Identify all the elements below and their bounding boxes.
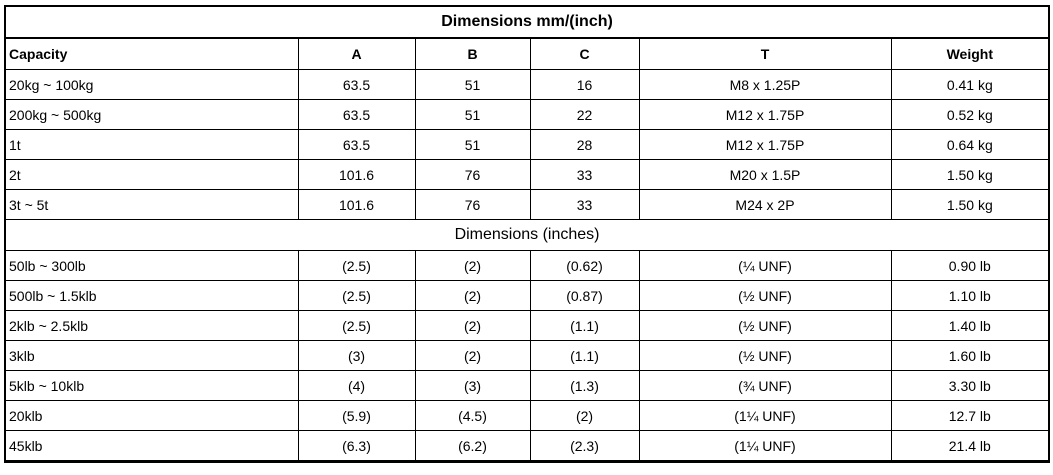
thread-cell: M8 x 1.25P: [638, 69, 892, 100]
column-header-c: C: [529, 37, 640, 70]
thread-cell: (¾ UNF): [638, 370, 892, 401]
table-row-inch-4: 3klb (3) (2) (1.1) (½ UNF) 1.60 lb: [4, 340, 1050, 371]
dim-b-cell: 51: [414, 99, 531, 130]
thread-cell: M24 x 2P: [638, 189, 892, 220]
dim-c-cell: 22: [529, 99, 640, 130]
table-title-inches: Dimensions (inches): [4, 219, 1050, 251]
dim-a-cell: (2.5): [297, 310, 416, 341]
dim-b-cell: (2): [414, 310, 531, 341]
dim-c-cell: (1.1): [529, 310, 640, 341]
capacity-cell: 3klb: [4, 340, 299, 371]
dim-c-cell: (2.3): [529, 430, 640, 462]
dim-b-cell: (3): [414, 370, 531, 401]
weight-cell: 0.41 kg: [890, 69, 1050, 100]
dim-a-cell: (2.5): [297, 280, 416, 311]
dim-a-cell: 63.5: [297, 129, 416, 160]
thread-cell: M20 x 1.5P: [638, 159, 892, 190]
table-row-inch-3: 2klb ~ 2.5klb (2.5) (2) (1.1) (½ UNF) 1.…: [4, 310, 1050, 341]
dim-a-cell: (4): [297, 370, 416, 401]
dim-c-cell: 16: [529, 69, 640, 100]
column-header-capacity: Capacity: [4, 37, 299, 70]
dim-c-cell: 33: [529, 159, 640, 190]
dimensions-table: Dimensions mm/(inch) Capacity A B C T We…: [4, 5, 1051, 463]
table-row-metric-2: 200kg ~ 500kg 63.5 51 22 M12 x 1.75P 0.5…: [4, 99, 1050, 130]
capacity-cell: 2t: [4, 159, 299, 190]
dim-c-cell: 28: [529, 129, 640, 160]
table-row-inch-5: 5klb ~ 10klb (4) (3) (1.3) (¾ UNF) 3.30 …: [4, 370, 1050, 401]
column-header-a: A: [297, 37, 416, 70]
weight-cell: 1.50 kg: [890, 159, 1050, 190]
thread-cell: (½ UNF): [638, 310, 892, 341]
capacity-cell: 3t ~ 5t: [4, 189, 299, 220]
table-header-row: Capacity A B C T Weight: [4, 37, 1050, 70]
column-header-weight: Weight: [890, 37, 1050, 70]
thread-cell: M12 x 1.75P: [638, 129, 892, 160]
dim-a-cell: 101.6: [297, 159, 416, 190]
capacity-cell: 45klb: [4, 430, 299, 462]
dim-b-cell: 76: [414, 159, 531, 190]
dim-c-cell: (0.62): [529, 250, 640, 281]
table-row-inch-1: 50lb ~ 300lb (2.5) (2) (0.62) (¼ UNF) 0.…: [4, 250, 1050, 281]
capacity-cell: 20kg ~ 100kg: [4, 69, 299, 100]
dim-b-cell: (2): [414, 250, 531, 281]
dim-b-cell: (4.5): [414, 400, 531, 431]
table-row-metric-4: 2t 101.6 76 33 M20 x 1.5P 1.50 kg: [4, 159, 1050, 190]
weight-cell: 1.50 kg: [890, 189, 1050, 220]
dim-c-cell: (2): [529, 400, 640, 431]
weight-cell: 3.30 lb: [890, 370, 1050, 401]
weight-cell: 0.52 kg: [890, 99, 1050, 130]
table-row-metric-5: 3t ~ 5t 101.6 76 33 M24 x 2P 1.50 kg: [4, 189, 1050, 220]
weight-cell: 0.90 lb: [890, 250, 1050, 281]
dim-a-cell: (6.3): [297, 430, 416, 462]
dim-b-cell: 51: [414, 69, 531, 100]
dim-a-cell: (2.5): [297, 250, 416, 281]
dim-a-cell: 101.6: [297, 189, 416, 220]
thread-cell: (1¼ UNF): [638, 430, 892, 462]
dim-c-cell: 33: [529, 189, 640, 220]
dim-b-cell: (2): [414, 340, 531, 371]
dim-a-cell: (5.9): [297, 400, 416, 431]
capacity-cell: 200kg ~ 500kg: [4, 99, 299, 130]
table-title-row: Dimensions mm/(inch): [4, 5, 1050, 39]
capacity-cell: 2klb ~ 2.5klb: [4, 310, 299, 341]
weight-cell: 1.60 lb: [890, 340, 1050, 371]
table-row-metric-1: 20kg ~ 100kg 63.5 51 16 M8 x 1.25P 0.41 …: [4, 69, 1050, 100]
weight-cell: 12.7 lb: [890, 400, 1050, 431]
thread-cell: M12 x 1.75P: [638, 99, 892, 130]
dim-b-cell: (2): [414, 280, 531, 311]
table-row-metric-3: 1t 63.5 51 28 M12 x 1.75P 0.64 kg: [4, 129, 1050, 160]
weight-cell: 1.40 lb: [890, 310, 1050, 341]
dimensions-table-container: Dimensions mm/(inch) Capacity A B C T We…: [4, 5, 1051, 463]
thread-cell: (¼ UNF): [638, 250, 892, 281]
dim-b-cell: 51: [414, 129, 531, 160]
thread-cell: (½ UNF): [638, 280, 892, 311]
column-header-b: B: [414, 37, 531, 70]
thread-cell: (1¼ UNF): [638, 400, 892, 431]
thread-cell: (½ UNF): [638, 340, 892, 371]
dim-b-cell: (6.2): [414, 430, 531, 462]
dim-c-cell: (1.1): [529, 340, 640, 371]
weight-cell: 21.4 lb: [890, 430, 1050, 462]
dim-b-cell: 76: [414, 189, 531, 220]
weight-cell: 0.64 kg: [890, 129, 1050, 160]
dim-a-cell: 63.5: [297, 99, 416, 130]
capacity-cell: 500lb ~ 1.5klb: [4, 280, 299, 311]
dim-c-cell: (0.87): [529, 280, 640, 311]
table-title-metric: Dimensions mm/(inch): [4, 5, 1050, 39]
dim-a-cell: 63.5: [297, 69, 416, 100]
capacity-cell: 1t: [4, 129, 299, 160]
weight-cell: 1.10 lb: [890, 280, 1050, 311]
table-row-inch-7: 45klb (6.3) (6.2) (2.3) (1¼ UNF) 21.4 lb: [4, 430, 1050, 462]
capacity-cell: 5klb ~ 10klb: [4, 370, 299, 401]
dim-c-cell: (1.3): [529, 370, 640, 401]
table-row-inch-2: 500lb ~ 1.5klb (2.5) (2) (0.87) (½ UNF) …: [4, 280, 1050, 311]
table-section-title-row: Dimensions (inches): [4, 219, 1050, 251]
table-row-inch-6: 20klb (5.9) (4.5) (2) (1¼ UNF) 12.7 lb: [4, 400, 1050, 431]
capacity-cell: 50lb ~ 300lb: [4, 250, 299, 281]
dim-a-cell: (3): [297, 340, 416, 371]
capacity-cell: 20klb: [4, 400, 299, 431]
column-header-t: T: [638, 37, 892, 70]
